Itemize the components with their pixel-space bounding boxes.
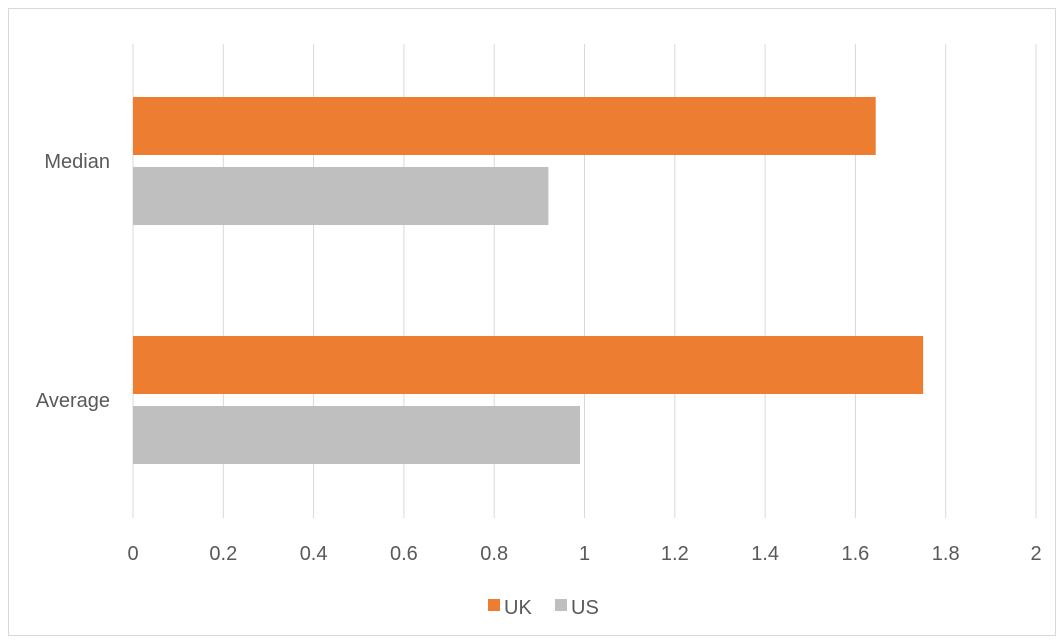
x-tick-label: 0.4	[300, 543, 328, 565]
bar-uk-average	[133, 336, 924, 394]
legend-swatch-us	[555, 599, 567, 611]
x-tick-label: 1.8	[932, 543, 960, 565]
bar-uk-median	[133, 97, 876, 155]
legend: UK US	[488, 597, 599, 619]
x-tick-label: 1.4	[751, 543, 779, 565]
x-tick-label: 0	[127, 543, 138, 565]
category-label: Median	[44, 151, 110, 173]
category-labels: Median Average	[36, 151, 110, 412]
category-label: Average	[36, 390, 110, 412]
legend-swatch-uk	[488, 599, 500, 611]
legend-label-uk: UK	[504, 597, 532, 619]
x-tick-label: 1.2	[661, 543, 689, 565]
x-tick-label: 0.6	[390, 543, 418, 565]
x-tick-label: 1	[579, 543, 590, 565]
x-tick-labels: 0 0.2 0.4 0.6 0.8 1 1.2 1.4 1.6 1.8 2	[127, 543, 1041, 565]
legend-label-us: US	[571, 597, 599, 619]
bars-group	[133, 97, 924, 464]
bar-us-average	[133, 406, 580, 464]
x-tick-label: 0.8	[480, 543, 508, 565]
x-tick-label: 0.2	[209, 543, 237, 565]
x-tick-label: 2	[1030, 543, 1041, 565]
bar-us-median	[133, 167, 549, 225]
x-tick-label: 1.6	[841, 543, 869, 565]
